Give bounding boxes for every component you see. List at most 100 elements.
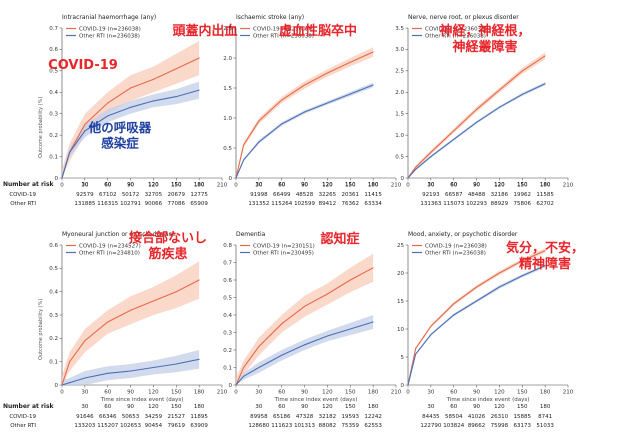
risk-day: 30 <box>427 182 434 188</box>
risk-count-rti: 128680 <box>248 423 269 429</box>
data-point-covid <box>498 272 500 274</box>
risk-day: 180 <box>194 182 205 188</box>
risk-day: 60 <box>104 404 111 410</box>
risk-count-covid: 20679 <box>168 192 186 198</box>
x-tick-label: 180 <box>368 390 379 396</box>
risk-day: 90 <box>301 182 308 188</box>
data-point-covid <box>430 151 432 153</box>
y-tick-label: 5 <box>401 355 405 361</box>
risk-day: 60 <box>278 182 285 188</box>
legend-label: COVID-19 (n=236038) <box>425 243 487 249</box>
data-point-rti <box>175 96 177 98</box>
x-tick-label: 210 <box>217 390 228 396</box>
y-tick-label: 2.0 <box>223 56 232 62</box>
y-tick-label: 25 <box>397 243 404 249</box>
risk-count-covid: 92193 <box>422 192 440 198</box>
risk-count-rti: 89662 <box>468 423 486 429</box>
series-line-covid <box>61 57 200 179</box>
data-point-rti <box>407 177 409 179</box>
ci-band-rti <box>236 82 374 178</box>
legend-label: COVID-19 (n=236038) <box>425 26 487 32</box>
data-point-covid <box>453 303 455 305</box>
data-point-covid <box>349 61 351 63</box>
legend-label: Other RTI (n=234810) <box>79 250 140 256</box>
data-point-covid <box>521 260 523 262</box>
ci-band-covid <box>236 47 374 179</box>
risk-count-covid: 12775 <box>190 192 208 198</box>
y-tick-label: 1.0 <box>395 133 404 139</box>
risk-count-covid: 48528 <box>296 192 314 198</box>
series-line-covid <box>407 250 546 386</box>
panel-title: Intracranial haemorrhage (any) <box>62 14 156 21</box>
x-axis-title: Time since index event (days) <box>446 397 530 403</box>
risk-count-rti: 76362 <box>342 201 360 207</box>
x-tick-label: 120 <box>148 390 159 396</box>
risk-count-covid: 91646 <box>76 414 94 420</box>
y-tick-label: 0.4 <box>49 289 58 295</box>
y-tick-label: 0 <box>401 383 405 389</box>
data-point-rti <box>521 93 523 95</box>
risk-count-rti: 90454 <box>145 423 163 429</box>
data-point-covid <box>84 340 86 342</box>
risk-day: 180 <box>368 182 379 188</box>
x-tick-label: 180 <box>540 390 551 396</box>
x-tick-label: 90 <box>127 390 134 396</box>
y-tick-label: 2.0 <box>395 90 404 96</box>
legend-label: COVID-19 (n=236038) <box>253 26 315 32</box>
panel-title: Ischaemic stroke (any) <box>236 14 304 21</box>
x-tick-label: 0 <box>60 390 64 396</box>
risk-count-rti: 116315 <box>97 201 118 207</box>
data-point-rti <box>544 265 546 267</box>
x-tick-label: 30 <box>427 183 434 189</box>
series-line-rti <box>61 358 200 386</box>
annotation-text: 神経，神経根， <box>439 23 530 39</box>
series-line-covid <box>235 267 374 386</box>
data-point-covid <box>521 70 523 72</box>
risk-count-rti: 111623 <box>271 423 292 429</box>
legend-label: Other RTI (n=236038) <box>253 33 314 39</box>
risk-count-rti: 102791 <box>120 201 141 207</box>
risk-count-covid: 32705 <box>145 192 163 198</box>
risk-count-covid: 32265 <box>319 192 337 198</box>
risk-count-covid: 41026 <box>468 414 486 420</box>
y-tick-label: 1.5 <box>395 112 404 118</box>
data-point-rti <box>281 123 283 125</box>
x-tick-label: 120 <box>322 390 333 396</box>
x-tick-label: 150 <box>171 390 182 396</box>
risk-count-rti: 115264 <box>271 201 292 207</box>
y-tick-label: 0.4 <box>223 313 232 319</box>
risk-header: Number at risk <box>3 181 55 188</box>
x-tick-label: 60 <box>104 390 111 396</box>
data-point-rti <box>476 121 478 123</box>
data-point-rti <box>130 370 132 372</box>
panel-title: Mood, anxiety, or psychotic disorder <box>408 231 518 238</box>
risk-day: 150 <box>171 404 182 410</box>
x-tick-label: 90 <box>301 183 308 189</box>
legend-label: COVID-19 (n=230151) <box>253 243 315 249</box>
risk-count-covid: 66587 <box>445 192 463 198</box>
data-point-rti <box>258 141 260 143</box>
data-point-covid <box>476 108 478 110</box>
risk-day: 150 <box>345 404 356 410</box>
y-tick-label: 0 <box>401 176 405 182</box>
data-point-rti <box>243 375 245 377</box>
risk-count-rti: 62553 <box>364 423 382 429</box>
x-tick-label: 180 <box>194 183 205 189</box>
risk-count-covid: 92579 <box>76 192 94 198</box>
risk-count-rti: 75806 <box>514 201 532 207</box>
risk-day: 180 <box>540 182 551 188</box>
risk-count-rti: 79619 <box>168 423 186 429</box>
data-point-rti <box>235 384 237 386</box>
annotation-text: 虚血性脳卒中 <box>279 23 357 39</box>
data-point-rti <box>326 102 328 104</box>
data-point-covid <box>107 321 109 323</box>
risk-day: 120 <box>494 182 505 188</box>
risk-count-rti: 63909 <box>190 423 208 429</box>
y-axis-title-bottom: Outcome probability (%) <box>38 298 44 360</box>
x-tick-label: 210 <box>391 183 402 189</box>
data-point-covid <box>243 367 245 368</box>
data-point-rti <box>281 354 283 356</box>
risk-count-covid: 11585 <box>536 192 554 198</box>
series-line-covid <box>61 279 200 386</box>
data-point-covid <box>281 99 283 101</box>
